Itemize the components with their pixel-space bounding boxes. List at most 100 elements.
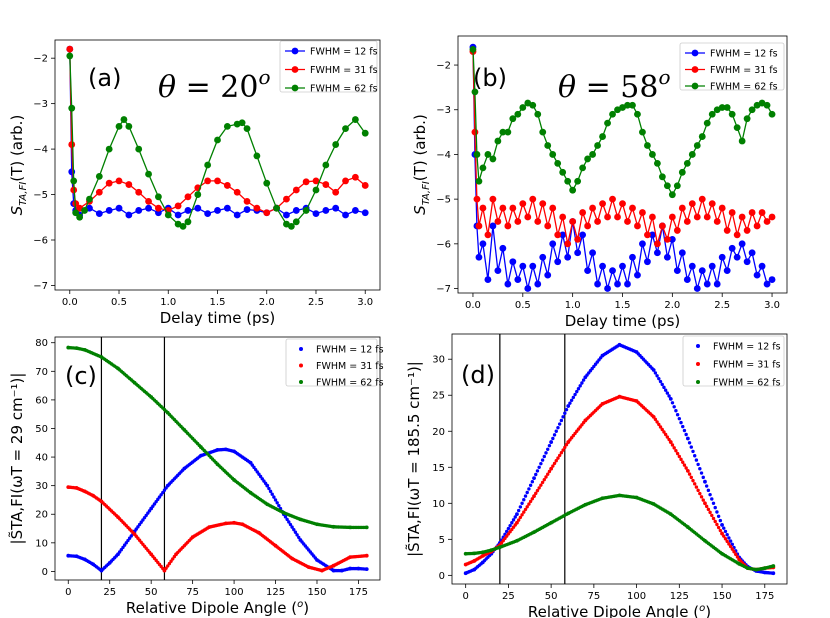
data-point xyxy=(519,262,527,270)
data-point xyxy=(771,571,776,576)
x-tick-label: 2.5 xyxy=(714,300,730,311)
x-tick-label: 2.0 xyxy=(664,300,680,311)
data-point xyxy=(703,280,711,288)
data-point xyxy=(727,536,731,540)
data-point xyxy=(243,197,251,205)
data-point xyxy=(694,458,699,462)
plot-frame xyxy=(451,333,788,585)
data-point xyxy=(135,207,143,214)
data-point xyxy=(312,177,320,185)
y-tick-label: 25 xyxy=(432,391,445,402)
data-point xyxy=(479,204,487,212)
data-point xyxy=(579,231,587,239)
legend-box xyxy=(279,40,378,93)
data-point xyxy=(515,520,519,525)
data-point xyxy=(499,204,507,212)
y-axis-label: |S̃TA,FI(ωT = 185.5 cm⁻¹)| xyxy=(404,361,423,557)
data-point xyxy=(653,249,661,257)
data-point xyxy=(609,267,616,275)
data-point xyxy=(693,285,701,292)
data-point xyxy=(688,200,696,208)
data-point xyxy=(539,483,543,487)
data-point xyxy=(547,443,552,448)
data-point xyxy=(559,231,567,239)
data-point xyxy=(716,525,721,530)
data-point xyxy=(564,177,572,185)
data-point xyxy=(522,510,526,514)
data-point xyxy=(604,213,611,221)
legend: FWHM = 12 fs FWHM = 31 fs FWHM = 62 fs xyxy=(679,42,785,93)
x-tick-label: 25 xyxy=(502,591,515,602)
data-point xyxy=(673,267,681,275)
data-point xyxy=(268,489,273,494)
data-point xyxy=(674,409,678,413)
y-tick-label: 70 xyxy=(35,367,48,378)
data-point xyxy=(696,488,700,493)
data-point xyxy=(672,446,676,450)
y-tick-label: −2 xyxy=(33,54,48,65)
data-point xyxy=(322,207,330,214)
data-point xyxy=(687,441,692,445)
data-point xyxy=(174,211,182,219)
x-tick-label: 125 xyxy=(670,591,689,602)
data-point xyxy=(525,505,529,509)
data-point xyxy=(653,240,661,248)
data-point xyxy=(573,392,577,397)
data-point xyxy=(184,207,192,214)
data-point xyxy=(682,463,687,467)
series-fwhm-31-fs xyxy=(66,485,369,573)
data-point xyxy=(537,465,541,469)
data-point xyxy=(509,258,517,266)
data-point xyxy=(668,440,673,444)
legend-marker xyxy=(696,362,700,366)
data-point xyxy=(748,249,756,257)
data-point xyxy=(115,122,123,130)
data-point xyxy=(115,177,123,185)
data-point xyxy=(532,476,536,480)
data-point xyxy=(523,507,528,512)
data-point xyxy=(708,492,712,497)
legend-label: FWHM = 31 fs xyxy=(713,360,781,371)
data-point xyxy=(768,276,776,283)
legend-label: FWHM = 31 fs xyxy=(316,361,384,372)
panel-c: 0 25 50 75 100 125 150 175 0 10 20 30 40 50 60 70 80 FWHM… xyxy=(7,336,384,617)
data-point xyxy=(556,425,560,430)
data-point xyxy=(568,401,572,405)
data-point xyxy=(364,525,369,530)
panel-a: 0.0 0.5 1.0 1.5 2.0 2.5 3.0 −7 −6 −5 −4 −3 −2 FWHM = … xyxy=(8,39,381,327)
data-point xyxy=(508,523,512,528)
data-point xyxy=(649,231,656,239)
data-point xyxy=(105,145,113,153)
data-point xyxy=(532,494,536,499)
data-point xyxy=(685,436,690,441)
data-point xyxy=(283,195,290,203)
data-point xyxy=(624,280,631,288)
data-point xyxy=(571,395,576,400)
data-point xyxy=(662,385,666,390)
data-point xyxy=(530,479,535,484)
series-line xyxy=(69,49,366,216)
data-point xyxy=(696,462,700,467)
data-point xyxy=(738,137,746,145)
data-point xyxy=(273,204,280,212)
data-point xyxy=(564,253,572,261)
data-point xyxy=(658,173,666,181)
series-fwhm-12-fs xyxy=(66,45,369,219)
data-point xyxy=(657,422,661,427)
data-point xyxy=(663,388,668,392)
x-axis-label: Delay time (ps) xyxy=(160,309,275,327)
data-point xyxy=(733,124,741,132)
data-point xyxy=(66,45,74,53)
legend: FWHM = 12 fs FWHM = 31 fs FWHM = 62 fs xyxy=(285,338,384,389)
y-tick-label: 80 xyxy=(35,338,48,349)
data-point xyxy=(561,448,565,452)
data-point xyxy=(475,253,483,261)
series-fwhm-62-fs xyxy=(463,493,776,572)
y-tick-label: 10 xyxy=(35,538,48,549)
data-point xyxy=(738,240,746,248)
data-point xyxy=(233,211,241,219)
data-point xyxy=(342,211,349,219)
data-point xyxy=(722,526,726,530)
data-point xyxy=(677,454,682,459)
data-point xyxy=(522,498,526,502)
